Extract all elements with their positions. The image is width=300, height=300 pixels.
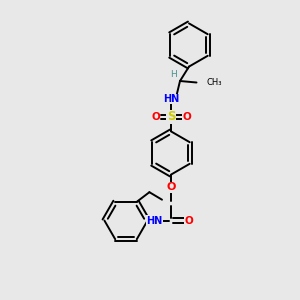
Text: H: H [170, 70, 177, 79]
Text: O: O [151, 112, 160, 122]
Text: O: O [184, 215, 194, 226]
Text: S: S [167, 110, 175, 124]
Text: HN: HN [146, 215, 163, 226]
Text: CH₃: CH₃ [206, 78, 222, 87]
Text: HN: HN [163, 94, 179, 104]
Text: O: O [166, 182, 176, 193]
Text: O: O [182, 112, 191, 122]
